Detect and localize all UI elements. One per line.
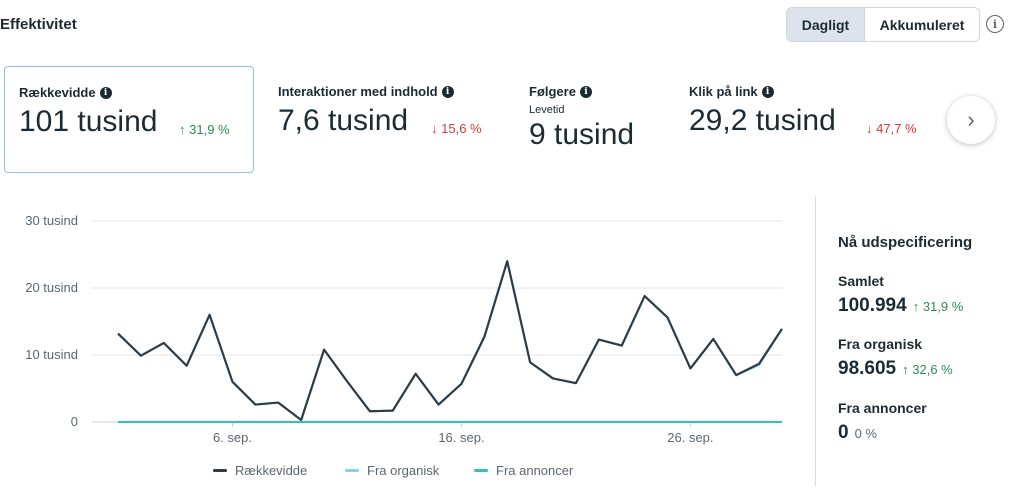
arrow-down-icon: ↓ bbox=[431, 121, 438, 136]
metric-value-link-clicks: 29,2 tusind bbox=[689, 104, 836, 137]
metric-value-reach: 101 tusind bbox=[19, 105, 158, 138]
breakdown-label-organic: Fra organisk bbox=[838, 336, 923, 352]
info-circle-icon[interactable]: i bbox=[986, 15, 1004, 33]
info-icon[interactable]: i bbox=[99, 86, 112, 99]
view-toggle: Dagligt Akkumuleret bbox=[786, 7, 980, 42]
x-tick-label: 16. sep. bbox=[438, 430, 484, 445]
metric-label-link-clicks: Klik på link i bbox=[689, 84, 774, 99]
toggle-cumulative-button[interactable]: Akkumuleret bbox=[864, 8, 979, 41]
y-tick-label: 20 tusind bbox=[25, 280, 78, 295]
reach-line-chart: 30 tusind 20 tusind 10 tusind 0 6. sep. 16. s… bbox=[25, 213, 783, 445]
y-tick-label: 30 tusind bbox=[25, 213, 78, 228]
metric-label-interactions: Interaktioner med indhold i bbox=[278, 84, 454, 99]
legend-item-reach: Rækkevidde bbox=[213, 463, 307, 478]
arrow-up-icon: ↑ bbox=[912, 299, 920, 314]
breakdown-panel: Nå udspecificering Samlet 100.994 ↑ 31,9 … bbox=[838, 234, 1018, 443]
legend-item-ads: Fra annoncer bbox=[474, 463, 573, 478]
info-icon[interactable]: i bbox=[441, 85, 454, 98]
x-tick-label: 26. sep. bbox=[667, 430, 713, 445]
legend-swatch bbox=[345, 469, 359, 472]
metric-card-interactions[interactable]: Interaktioner med indhold i 7,6 tusind ↓ … bbox=[262, 66, 512, 173]
arrow-up-icon: ↑ bbox=[179, 122, 186, 137]
legend-swatch bbox=[474, 469, 488, 472]
chevron-right-icon: › bbox=[967, 107, 975, 132]
breakdown-label-total: Samlet bbox=[838, 273, 884, 289]
metric-change-interactions: ↓ 15,6 % bbox=[431, 121, 482, 136]
metric-change-reach: ↑ 31,9 % bbox=[179, 122, 230, 137]
metric-card-link-clicks[interactable]: Klik på link i 29,2 tusind ↓ 47,7 % bbox=[674, 66, 934, 173]
legend-swatch bbox=[213, 469, 227, 472]
breakdown-title: Nå udspecificering bbox=[838, 234, 973, 251]
y-tick-label: 0 bbox=[71, 414, 78, 429]
series-line-reach bbox=[117, 260, 783, 422]
metric-value-interactions: 7,6 tusind bbox=[278, 104, 409, 137]
arrow-up-icon: ↑ bbox=[902, 362, 909, 377]
metric-sub-followers: Levetid bbox=[529, 104, 565, 116]
metric-label-reach: Rækkevidde i bbox=[19, 85, 112, 100]
y-tick-label: 10 tusind bbox=[25, 347, 78, 362]
next-metrics-button[interactable]: › bbox=[947, 96, 995, 144]
toggle-daily-button[interactable]: Dagligt bbox=[787, 8, 864, 41]
metric-change-link-clicks: ↓ 47,7 % bbox=[866, 121, 917, 136]
panel-divider bbox=[815, 196, 816, 486]
legend-item-organic: Fra organisk bbox=[345, 463, 439, 478]
breakdown-label-ads: Fra annoncer bbox=[838, 400, 927, 416]
breakdown-value-total: 100.994 ↑ 31,9 % bbox=[838, 295, 964, 316]
metric-card-reach[interactable]: Rækkevidde i 101 tusind ↑ 31,9 % bbox=[4, 66, 254, 173]
metric-label-followers: Følgere i bbox=[529, 84, 592, 99]
metric-value-followers: 9 tusind bbox=[529, 118, 635, 151]
info-icon[interactable]: i bbox=[761, 85, 774, 98]
section-title: Effektivitet bbox=[0, 16, 77, 33]
breakdown-value-organic: 98.605 ↑ 32,6 % bbox=[838, 358, 953, 379]
x-tick-label: 6. sep. bbox=[213, 430, 252, 445]
arrow-down-icon: ↓ bbox=[866, 121, 873, 136]
info-icon[interactable]: i bbox=[579, 85, 592, 98]
metric-card-followers[interactable]: Følgere i Levetid 9 tusind bbox=[514, 66, 664, 173]
